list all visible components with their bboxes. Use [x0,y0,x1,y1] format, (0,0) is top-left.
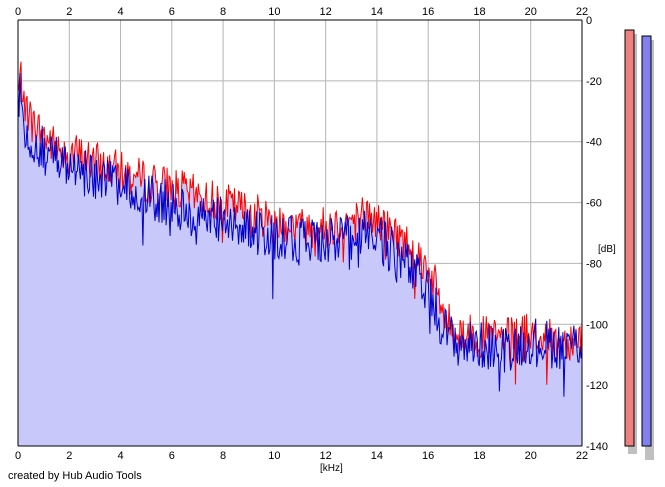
x-tick-label-bottom: 22 [576,450,588,462]
x-tick-label-top: 2 [66,6,72,18]
y-axis-unit: [dB] [598,244,616,255]
x-tick-label-top: 0 [15,6,21,18]
level-meters [624,29,654,460]
x-tick-label-bottom: 0 [15,450,21,462]
meter-right [641,35,652,447]
x-tick-label-top: 6 [169,6,175,18]
x-tick-label-top: 4 [117,6,123,18]
x-tick-label-bottom: 4 [117,450,123,462]
meter-left [624,29,635,447]
y-tick-label: -120 [586,380,608,392]
x-tick-label-top: 12 [320,6,332,18]
x-tick-label-bottom: 8 [220,450,226,462]
y-tick-label: -100 [586,319,608,331]
y-tick-label: -80 [586,258,602,270]
x-tick-label-top: 10 [268,6,280,18]
y-axis-ticks: 0 -20 -40 -60 -80 -100 -120 -140 [586,15,608,453]
spectrum-fill [18,61,582,446]
y-tick-label: 0 [586,15,592,27]
x-tick-label-top: 22 [576,6,588,18]
plot-axes [17,19,583,447]
y-tick-label: -40 [586,137,602,149]
y-tick-label: -140 [586,441,608,453]
x-tick-label-top: 8 [220,6,226,18]
x-tick-label-bottom: 6 [169,450,175,462]
x-tick-label-bottom: 14 [371,450,383,462]
y-tick-label: -20 [586,76,602,88]
x-tick-label-bottom: 12 [320,450,332,462]
x-tick-label-bottom: 2 [66,450,72,462]
x-tick-label-bottom: 18 [473,450,485,462]
x-axis-unit: [kHz] [320,463,343,474]
x-tick-label-bottom: 20 [525,450,537,462]
series-line-blue [17,72,583,397]
x-tick-label-top: 14 [371,6,383,18]
credit-text: created by Hub Audio Tools [8,470,142,482]
x-tick-label-top: 18 [473,6,485,18]
y-tick-label: -60 [586,198,602,210]
spectrum-area-fill [18,61,582,446]
x-tick-label-bottom: 10 [268,450,280,462]
spectrum-series [17,61,583,397]
x-tick-label-bottom: 16 [422,450,434,462]
x-tick-label-top: 16 [422,6,434,18]
x-tick-label-top: 20 [525,6,537,18]
